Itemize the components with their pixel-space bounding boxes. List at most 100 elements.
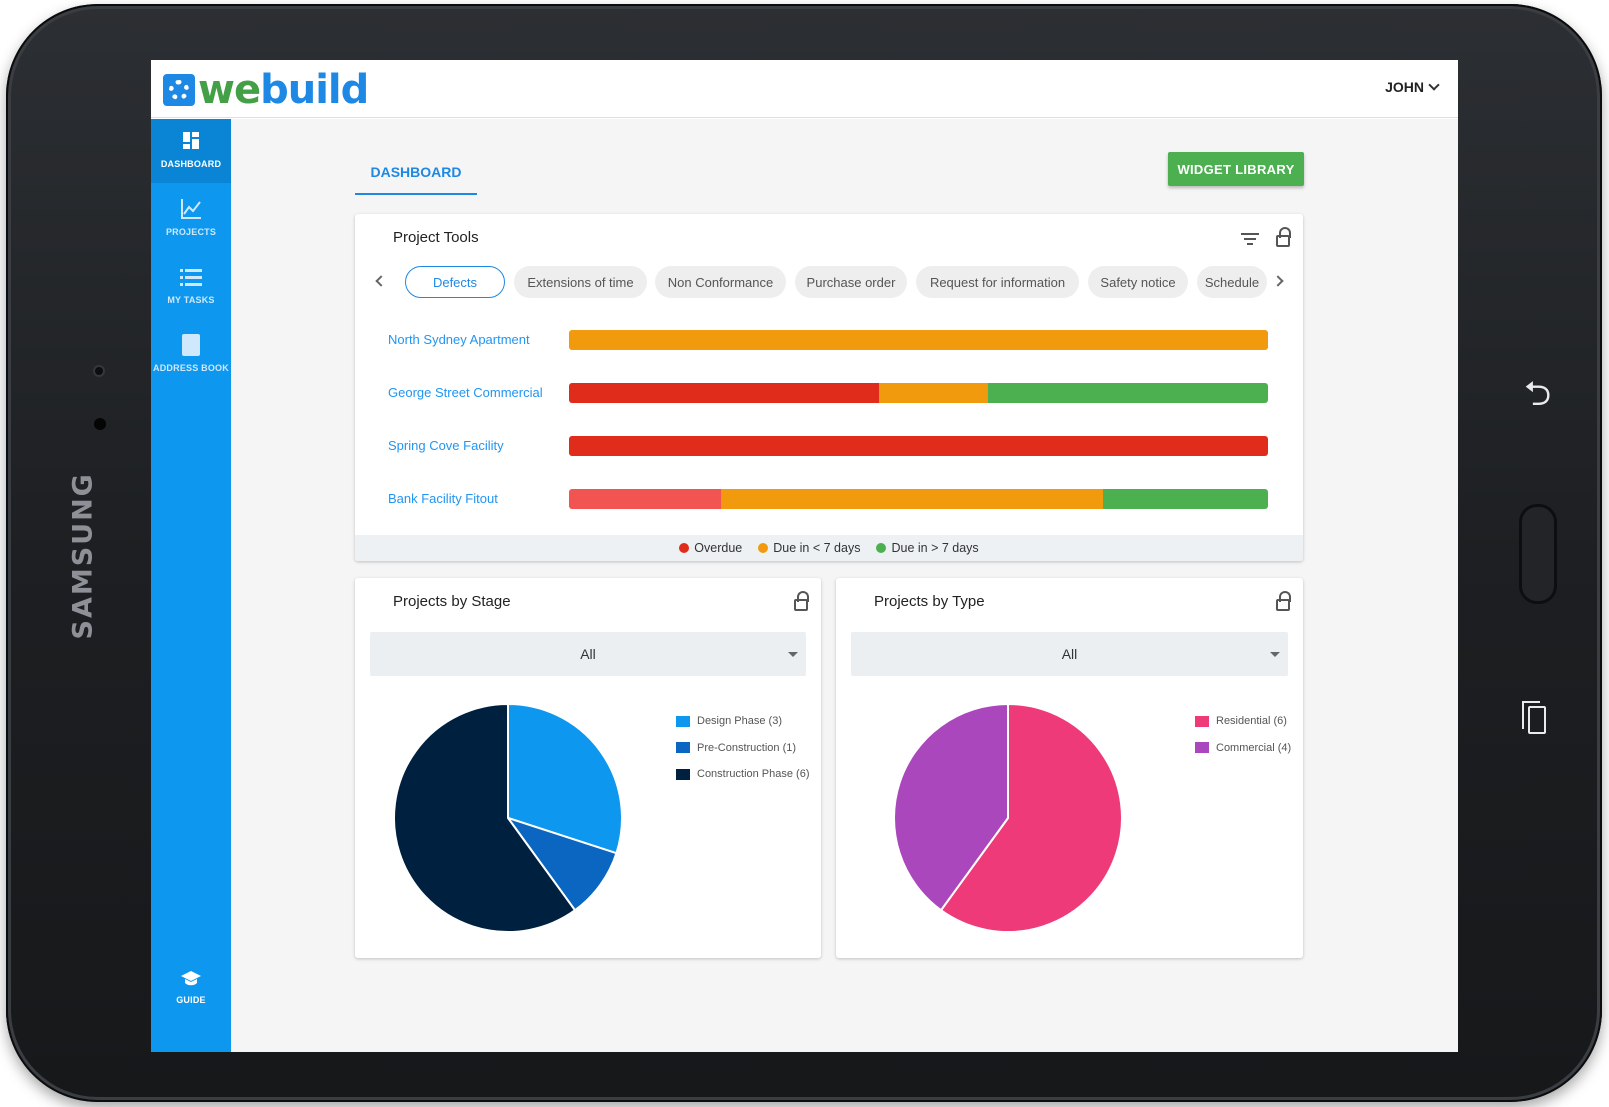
- back-icon[interactable]: ⮌: [1524, 374, 1552, 414]
- swatch: [676, 715, 690, 727]
- chip-request-for-information[interactable]: Request for information: [916, 266, 1079, 298]
- tab-dashboard[interactable]: DASHBOARD: [355, 159, 477, 195]
- sidebar-item-my-tasks[interactable]: MY TASKS: [151, 255, 231, 319]
- due-soon-dot: [758, 543, 769, 553]
- sidebar-item-projects[interactable]: PROJECTS: [151, 187, 231, 251]
- lock-icon[interactable]: [1276, 591, 1291, 611]
- project-bar: [569, 330, 1268, 350]
- chevron-left-icon[interactable]: [375, 275, 387, 287]
- widget-library-button[interactable]: WIDGET LIBRARY: [1168, 152, 1304, 186]
- chip-defects[interactable]: Defects: [405, 266, 505, 298]
- project-name[interactable]: North Sydney Apartment: [388, 332, 530, 347]
- chip-schedule[interactable]: Schedule: [1197, 266, 1267, 298]
- logo[interactable]: webuild: [163, 67, 369, 113]
- chip-non-conformance[interactable]: Non Conformance: [655, 266, 786, 298]
- chevron-down-icon: [1428, 79, 1440, 91]
- sidebar-item-label: PROJECTS: [165, 227, 217, 237]
- sensor-icon: [94, 418, 106, 430]
- legend-item[interactable]: Construction Phase (6): [676, 761, 810, 788]
- legend-item: Due in > 7 days: [876, 541, 979, 555]
- bar-segment-due-soon[interactable]: [569, 330, 1268, 350]
- overdue-dot: [679, 543, 690, 553]
- stage-legend: Design Phase (3) Pre-Construction (1) Co…: [676, 708, 810, 788]
- legend-item[interactable]: Design Phase (3): [676, 708, 810, 735]
- bar-segment-overdue[interactable]: [569, 436, 1268, 456]
- legend-item[interactable]: Commercial (4): [1195, 735, 1291, 762]
- camera-icon: [93, 365, 105, 377]
- caret-down-icon: [788, 652, 798, 657]
- sidebar-item-label: GUIDE: [176, 995, 206, 1005]
- chip-extensions-of-time[interactable]: Extensions of time: [514, 266, 647, 298]
- gear-icon: [163, 74, 195, 106]
- logo-text: webuild: [198, 67, 369, 113]
- project-bar: [569, 436, 1268, 456]
- project-name[interactable]: Bank Facility Fitout: [388, 491, 498, 506]
- chart-line-icon: [181, 199, 201, 219]
- sidebar-item-address-book[interactable]: ADDRESS BOOK: [151, 323, 231, 387]
- pie-slice-construction-phase[interactable]: [393, 702, 577, 933]
- screen: webuild JOHN DASHBOARD PROJECTS: [151, 60, 1458, 1052]
- user-name: JOHN: [1385, 79, 1424, 95]
- type-filter-select[interactable]: All: [851, 632, 1288, 676]
- filter-icon[interactable]: [1241, 232, 1259, 246]
- legend-item: Due in < 7 days: [758, 541, 860, 555]
- top-bar: webuild JOHN: [151, 60, 1458, 118]
- select-value: All: [580, 646, 596, 662]
- dashboard-icon: [180, 130, 202, 152]
- card-title: Projects by Type: [874, 593, 985, 610]
- bar-segment-overdue[interactable]: [569, 383, 880, 403]
- sidebar: DASHBOARD PROJECTS MY TASKS ADDRESS BOOK: [151, 119, 231, 1052]
- sidebar-item-label: MY TASKS: [167, 295, 215, 305]
- lock-icon[interactable]: [794, 591, 809, 611]
- sidebar-item-label: DASHBOARD: [160, 159, 222, 169]
- status-legend: Overdue Due in < 7 days Due in > 7 days: [355, 535, 1303, 561]
- bar-segment-due-soon[interactable]: [720, 489, 1104, 509]
- project-name[interactable]: George Street Commercial: [388, 385, 543, 400]
- user-menu[interactable]: JOHN: [1385, 79, 1440, 95]
- recent-apps-icon[interactable]: [1522, 701, 1546, 734]
- project-name[interactable]: Spring Cove Facility: [388, 438, 504, 453]
- main-content: DASHBOARD WIDGET LIBRARY Project Tools D…: [231, 119, 1458, 1052]
- sidebar-item-label: ADDRESS BOOK: [153, 363, 229, 373]
- project-bar: [569, 489, 1268, 509]
- tool-chip-row: Defects Extensions of time Non Conforman…: [375, 266, 1290, 300]
- select-value: All: [1061, 646, 1078, 662]
- projects-by-stage-card: Projects by Stage All Design Phase (3) P…: [355, 578, 821, 958]
- sidebar-item-dashboard[interactable]: DASHBOARD: [151, 119, 231, 183]
- swatch: [1195, 715, 1209, 727]
- projects-by-type-card: Projects by Type All Residential (6) Com…: [836, 578, 1303, 958]
- bar-segment-due-later[interactable]: [1103, 489, 1268, 509]
- lock-icon[interactable]: [1276, 227, 1291, 247]
- card-title: Project Tools: [393, 229, 479, 246]
- stage-pie-chart: [393, 702, 623, 933]
- bar-segment-due-soon[interactable]: [879, 383, 988, 403]
- legend-item[interactable]: Residential (6): [1195, 708, 1291, 735]
- chip-purchase-order[interactable]: Purchase order: [795, 266, 907, 298]
- due-later-dot: [876, 543, 887, 553]
- pie-slice-residential[interactable]: [939, 702, 1123, 933]
- home-button[interactable]: [1519, 504, 1557, 604]
- pie-slice-design-phase[interactable]: [507, 702, 623, 855]
- type-pie-chart: [893, 702, 1123, 933]
- legend-item[interactable]: Pre-Construction (1): [676, 735, 810, 762]
- pie-slice-commercial[interactable]: [893, 702, 1009, 912]
- book-icon: [182, 334, 200, 356]
- project-tools-card: Project Tools Defects Extensions of time…: [355, 214, 1303, 561]
- swatch: [1195, 742, 1209, 754]
- chip-safety-notice[interactable]: Safety notice: [1088, 266, 1188, 298]
- sidebar-item-guide[interactable]: GUIDE: [151, 959, 231, 1023]
- card-title: Projects by Stage: [393, 593, 511, 610]
- graduation-cap-icon: [181, 971, 201, 986]
- caret-down-icon: [1270, 652, 1280, 657]
- device-brand: SAMSUNG: [67, 472, 99, 640]
- swatch: [676, 768, 690, 780]
- type-legend: Residential (6) Commercial (4): [1195, 708, 1291, 761]
- swatch: [676, 742, 690, 754]
- stage-filter-select[interactable]: All: [370, 632, 806, 676]
- bar-segment-due-later[interactable]: [987, 383, 1268, 403]
- pie-slice-pre-construction[interactable]: [505, 816, 618, 912]
- chevron-right-icon[interactable]: [1272, 275, 1284, 287]
- bar-segment-overdue-light[interactable]: [569, 489, 721, 509]
- list-icon: [180, 269, 202, 286]
- project-bar: [569, 383, 1268, 403]
